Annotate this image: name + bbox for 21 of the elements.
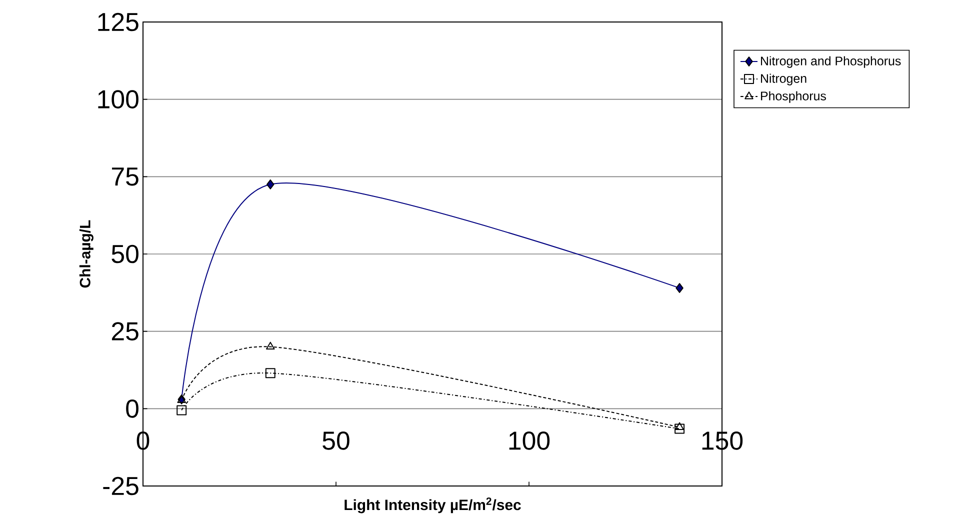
point — [676, 283, 684, 294]
point — [266, 342, 275, 350]
y-tick-label: 75 — [112, 168, 138, 186]
y-tick-label: -25 — [103, 476, 138, 496]
point — [675, 422, 684, 430]
y-tick-label: 0 — [126, 399, 138, 418]
legend-label: Phosphorus — [761, 91, 826, 103]
y-tick-label: 50 — [112, 244, 138, 264]
legend-label: Nitrogen and Phosphorus — [761, 56, 901, 68]
y-tick-label: 100 — [98, 90, 138, 108]
x-tick-label: 100 — [509, 432, 550, 450]
y-tick-label: 25 — [112, 322, 138, 340]
point — [265, 368, 276, 378]
legend-label: Nitrogen — [761, 74, 806, 86]
y-tick-label: 125 — [98, 12, 138, 32]
point — [266, 179, 274, 190]
point — [674, 424, 685, 434]
y-axis-title: Chl-aµg/L — [79, 220, 94, 288]
x-tick-label: 50 — [322, 432, 350, 450]
x-axis-title: Light Intensity µE/m$^{2}$/sec — [344, 498, 521, 514]
point — [176, 405, 187, 416]
